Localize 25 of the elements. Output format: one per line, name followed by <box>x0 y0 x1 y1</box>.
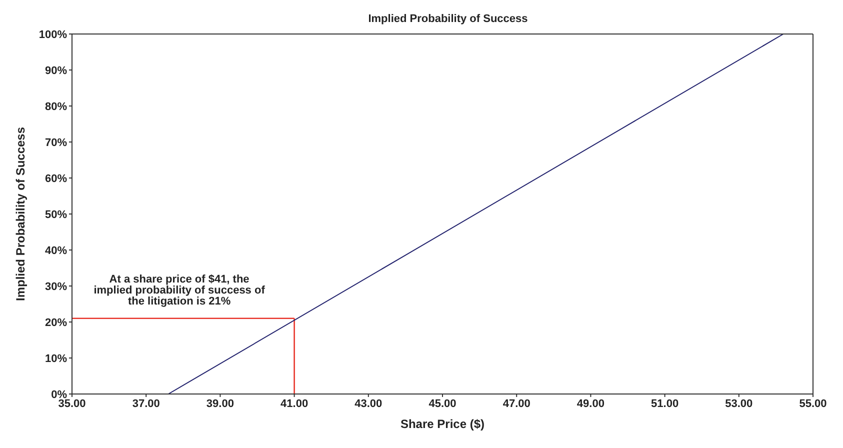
annotation: At a share price of $41, the implied probability of success of the litigation is 21% <box>94 273 266 308</box>
x-tick-label: 39.00 <box>206 398 234 410</box>
y-tick-label: 100% <box>38 28 68 41</box>
y-tick-label: 30% <box>44 280 68 293</box>
x-tick-label: 41.00 <box>280 398 308 410</box>
x-tick-label: 45.00 <box>428 398 456 410</box>
x-tick-label: 55.00 <box>799 398 827 410</box>
x-tick-label: 37.00 <box>132 398 160 410</box>
x-tick-label: 51.00 <box>651 398 679 410</box>
x-tick-label: 49.00 <box>576 398 604 410</box>
y-tick-label: 60% <box>44 172 68 185</box>
y-tick-label: 70% <box>44 136 68 149</box>
x-axis-title: Share Price ($) <box>400 417 485 431</box>
x-tick-label: 47.00 <box>502 398 530 410</box>
x-tick-label: 35.00 <box>58 398 86 410</box>
y-tick-label: 90% <box>44 64 68 77</box>
chart-title: Implied Probability of Success <box>368 13 528 25</box>
x-tick-label: 53.00 <box>725 398 753 410</box>
x-tick-label: 43.00 <box>354 398 382 410</box>
y-tick-label: 10% <box>44 352 68 365</box>
y-tick-label: 50% <box>44 208 68 221</box>
y-axis-title: Implied Probability of Success <box>13 126 28 302</box>
y-tick-label: 80% <box>44 100 68 113</box>
y-tick-label: 40% <box>44 244 68 257</box>
y-tick-label: 20% <box>44 316 68 329</box>
